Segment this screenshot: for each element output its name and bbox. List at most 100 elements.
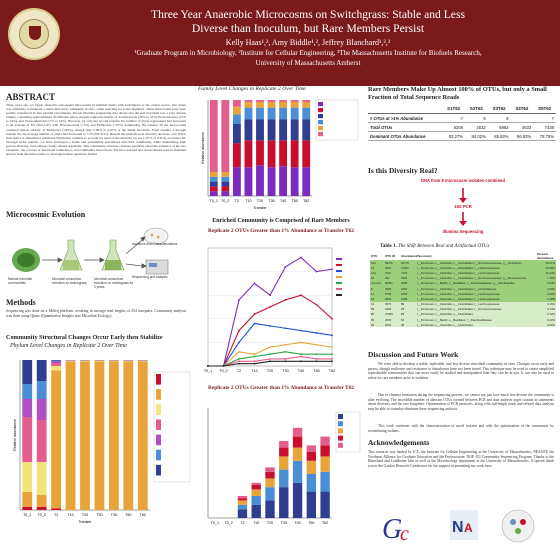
bar-segment (51, 360, 62, 362)
authors: Kelly Haas¹,², Amy Biddle¹,², Jeffrey Bl… (225, 38, 391, 47)
methods-text: Sequencing was done on a MiSeq platform,… (6, 309, 186, 318)
table-row: 8 4506 2254 f__Firmicutes; c__Clostridia; o… (370, 285, 556, 292)
x-tick-label: T10 (245, 199, 251, 203)
bar-segment (36, 420, 47, 462)
legend-swatch (318, 114, 323, 119)
table-cell: 6962 (487, 122, 511, 132)
table-cell: f__Firmicutes; c__Clostridia; o__Clostri… (417, 307, 502, 312)
legend-swatch (156, 434, 161, 446)
bar-segment (108, 361, 119, 510)
table-cell: 20.08% (545, 265, 556, 270)
ice-logo (501, 509, 535, 543)
bar-segment (36, 381, 47, 399)
table-cell: f__Firmicutes; c__Clostridia; o__Clostri… (417, 322, 473, 327)
data-point (315, 343, 318, 346)
shift-caption-bold: Table 1. (380, 244, 397, 249)
data-point (238, 299, 240, 301)
x-tick-label: T62 (329, 369, 335, 373)
bar-segment (306, 452, 317, 461)
bar-segment (36, 462, 47, 495)
data-point (315, 270, 318, 273)
bar-segment (36, 507, 47, 510)
bar-segment (256, 100, 264, 102)
data-point (315, 358, 318, 360)
data-point (238, 350, 240, 353)
x-tick-label: T20 (82, 513, 88, 517)
bar-segment (237, 500, 248, 505)
bar-segment (279, 456, 289, 470)
table-cell: 302 (385, 276, 390, 281)
data-point (269, 306, 271, 308)
bar-segment (209, 100, 218, 172)
table-row: 86 3091 48 f__Firmicutes; c__Clostridia; o_… (370, 322, 556, 328)
phylum-stacked-bar-chart: T0_1 T0_2 T2 T10 T20 T30 T40 T50 T62 Relative abu… (13, 360, 191, 524)
shift-col-percent: Percent Abundance (537, 252, 554, 260)
shift-caption: Table 1. The Shift Between Real and Arti… (380, 244, 550, 249)
bar-segment (51, 360, 62, 361)
shift-col-otu: OTU (371, 254, 378, 258)
bar-segment (221, 176, 230, 182)
bar-segment (244, 101, 253, 108)
data-point (269, 358, 271, 360)
table-cell: 4633 (510, 122, 534, 132)
bar-segment (221, 100, 230, 172)
data-point (300, 341, 302, 344)
legend-swatch (338, 435, 343, 441)
data-point (238, 362, 240, 365)
x-tick-label: T40 (294, 521, 300, 525)
bar-segment (267, 140, 276, 168)
bar-segment (94, 360, 105, 362)
table-cell: 2938 (401, 281, 408, 286)
x-axis-label: Transfer (253, 206, 267, 210)
legend-swatch (336, 264, 342, 266)
data-point (269, 294, 271, 297)
bar-segment (279, 140, 288, 167)
diversity-arrow-icon (459, 188, 467, 226)
bar-segment (244, 140, 253, 168)
bar-segment (279, 441, 289, 448)
seal-inner-ring (19, 19, 49, 49)
x-tick-label: T20 (257, 199, 263, 203)
bar-segment (244, 167, 253, 196)
bar-segment (256, 101, 264, 108)
table-cell: 3.00% (547, 291, 555, 296)
table-row: 16 4501 11054 f__Firmicutes; c__Clostridia;… (370, 265, 556, 271)
table-cell: 55 (371, 307, 375, 312)
table-cell: 1088 (401, 296, 408, 301)
legend-swatch (156, 464, 161, 476)
x-tick-label: T0_1 (23, 513, 31, 517)
x-tick-label: T62 (322, 521, 328, 525)
table-row: 83 2633 54 f__Firmicutes; c__Bacilli; o__Ba… (370, 317, 556, 323)
microcosm-evolution-diagram (12, 227, 169, 275)
label-evolution: Microbial consortium evolution on switch… (94, 277, 134, 289)
table-cell: 5.34% (547, 281, 555, 286)
table-cell: 3091 (385, 322, 392, 327)
table-cell: 124 (371, 270, 376, 275)
legend-swatch (336, 258, 342, 260)
bar-segment (279, 119, 288, 141)
otu-col-2: S2T62 (465, 104, 488, 114)
y-axis-label: Relative abundance (201, 132, 205, 164)
bar-segment (279, 107, 288, 120)
abstract-text: Three years ago, we began anaerobic soil… (6, 103, 186, 157)
bar-segment (51, 361, 62, 363)
table-row: # OTUs at >1% Abundance 7 9 8 7 (368, 113, 556, 123)
data-point (284, 327, 287, 330)
bar-segment (265, 471, 275, 479)
sequencer-icon (145, 259, 169, 275)
bar-segment (209, 186, 218, 192)
shift-col-abundance: Abundance (401, 254, 418, 258)
table-cell: 1.98% (547, 296, 555, 301)
table-cell: 86.83% (510, 131, 534, 141)
x-tick-label: T2 (235, 199, 239, 203)
bar-segment (209, 191, 218, 196)
data-point (222, 365, 225, 367)
bar-segment (279, 487, 289, 518)
table-cell: 45.01% (545, 260, 556, 265)
bar-segment (302, 101, 311, 108)
data-point (238, 358, 240, 360)
table-cell: 2254 (401, 286, 408, 291)
x-tick-label: T20 (267, 369, 273, 373)
data-point (284, 299, 287, 301)
bar-segment (36, 495, 47, 507)
